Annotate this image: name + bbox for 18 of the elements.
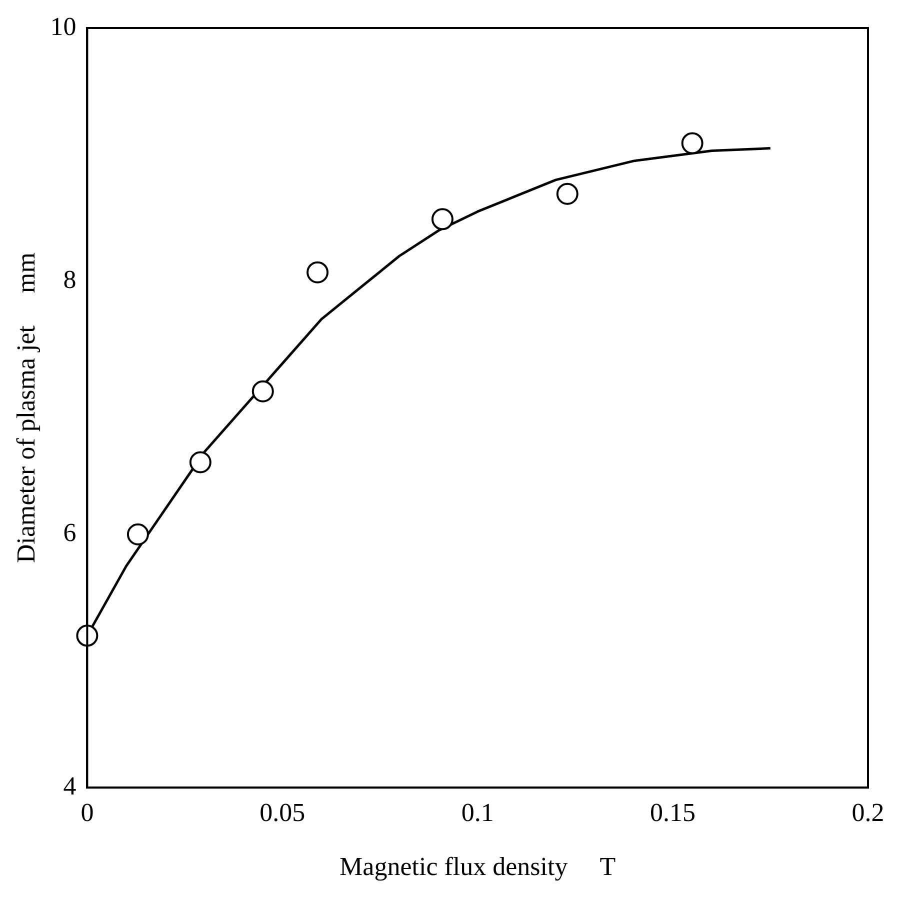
y-tick-label: 6 xyxy=(63,518,76,548)
point xyxy=(431,208,454,230)
x-tick-label: 0.2 xyxy=(852,798,884,828)
x-tick-label: 0.15 xyxy=(650,798,696,828)
point xyxy=(126,523,149,546)
x-tick-label: 0.1 xyxy=(461,798,494,828)
point xyxy=(252,380,274,402)
point xyxy=(556,182,578,205)
point xyxy=(306,261,329,284)
point xyxy=(189,451,212,474)
point xyxy=(681,132,704,154)
x-tick-label: 0.05 xyxy=(260,798,306,828)
y-tick-label: 8 xyxy=(63,265,76,294)
x-tick-label: 0 xyxy=(80,798,94,828)
y-tick-label: 4 xyxy=(63,771,76,800)
y-axis-title: Diameter of plasma jet mm xyxy=(11,252,40,564)
y-tick-label: 10 xyxy=(50,12,76,41)
x-axis-title: Magnetic flux density T xyxy=(340,852,616,882)
